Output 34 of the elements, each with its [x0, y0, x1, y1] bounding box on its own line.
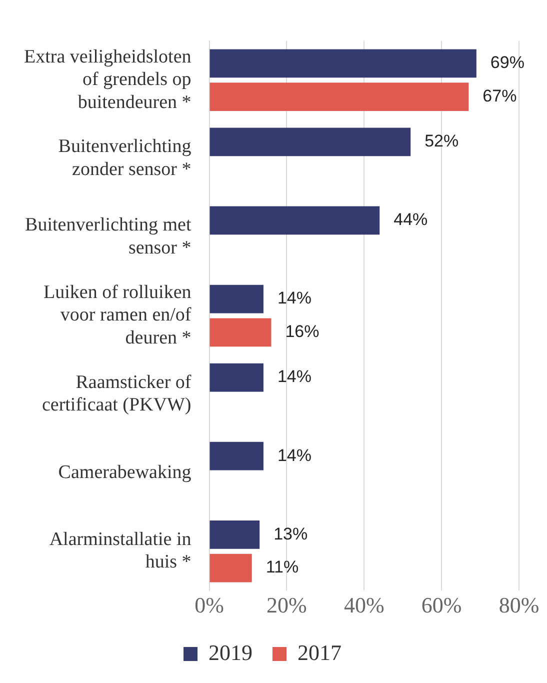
y-tick-label: Extra veiligheidsloten of grendels op buitendeuren *: [24, 46, 192, 113]
data-label: 14%: [277, 367, 312, 386]
y-tick-label: Raamsticker of certificaat (PKVW): [42, 372, 192, 416]
data-label: 67%: [482, 86, 517, 106]
x-tick-label: 20%: [266, 592, 307, 618]
x-tick-label: 80%: [498, 592, 540, 618]
bar: [210, 206, 380, 235]
data-label: 14%: [277, 288, 312, 308]
bar: [210, 49, 476, 78]
legend-label: 2017: [298, 640, 342, 665]
y-tick-label: Camerabewaking: [58, 462, 192, 483]
y-tick-label: Buitenverlichting zonder sensor *: [58, 136, 192, 180]
bar: [210, 554, 252, 582]
bar: [210, 520, 260, 549]
y-tick-label: Luiken of rolluiken voor ramen en/of deuren *: [44, 282, 192, 348]
data-label: 52%: [424, 132, 459, 151]
y-tick-label: Buitenverlichting met sensor *: [25, 214, 192, 259]
bar: [210, 442, 264, 470]
data-label: 14%: [277, 446, 312, 465]
data-label: 16%: [285, 322, 320, 342]
data-label: 11%: [266, 558, 299, 577]
bar: [210, 363, 264, 392]
x-tick-label: 0%: [194, 592, 224, 618]
data-label: 13%: [274, 524, 308, 544]
y-tick-label: Alarminstallatie in huis *: [49, 528, 192, 573]
bar: [210, 82, 469, 111]
legend-label: 2019: [208, 640, 252, 665]
x-tick-label: 40%: [344, 592, 384, 618]
bar: [210, 128, 411, 156]
bar: [210, 318, 272, 347]
bar: [210, 284, 264, 314]
x-tick-label: 60%: [421, 592, 462, 618]
data-label: 44%: [394, 210, 428, 230]
data-label: 69%: [490, 53, 524, 72]
